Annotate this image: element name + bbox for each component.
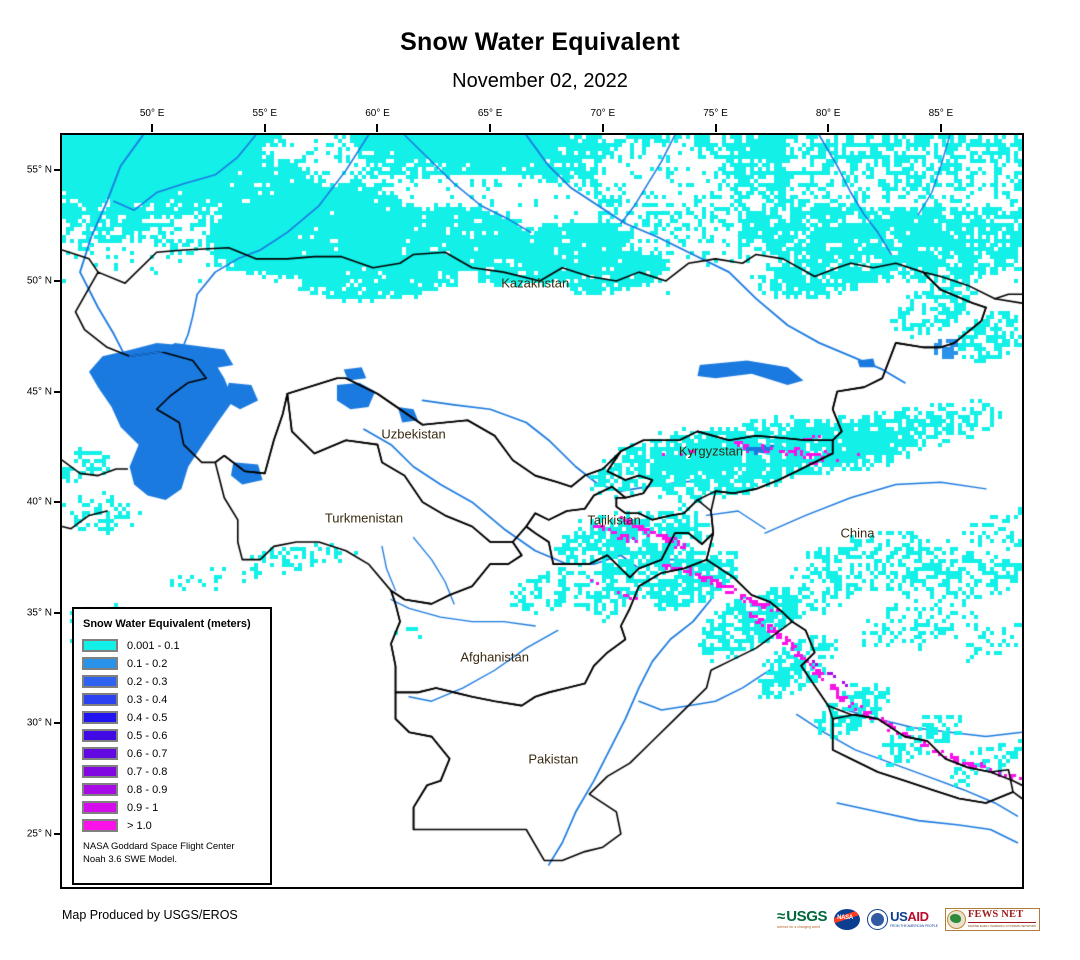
legend-label: 0.2 - 0.3 <box>127 675 168 688</box>
lat-label: 55° N <box>26 164 52 176</box>
legend-swatch <box>82 693 118 706</box>
logo-strip: ≈ USGS science for a changing world NASA… <box>777 906 1040 932</box>
country-label-uzbekistan: Uzbekistan <box>381 426 446 442</box>
lat-tick <box>54 611 62 614</box>
lon-label: 60° E <box>365 108 390 119</box>
lon-label: 55° E <box>252 108 278 119</box>
country-label-tajikistan: Tajikistan <box>587 512 641 528</box>
lon-label: 65° E <box>477 108 503 119</box>
usgs-logo-tagline: science for a changing world <box>776 925 821 929</box>
legend-label: 0.3 - 0.4 <box>127 693 168 706</box>
fews-logo-tagline: FAMINE EARLY WARNING SYSTEMS NETWORK <box>967 923 1036 928</box>
country-label-afghanistan: Afghanistan <box>460 649 530 665</box>
lon-tick <box>151 124 154 132</box>
legend-source: NASA Goddard Space Flight Center Noah 3.… <box>83 841 235 865</box>
legend-label: 0.6 - 0.7 <box>127 747 168 760</box>
footer-credit: Map Produced by USGS/EROS <box>62 908 238 922</box>
lat-tick <box>54 722 62 725</box>
lon-label: 70° E <box>590 108 616 119</box>
map-legend: Snow Water Equivalent (meters) 0.001 - 0… <box>72 607 272 885</box>
lon-tick <box>939 124 942 132</box>
legend-row: 0.4 - 0.5 <box>82 709 262 726</box>
usaid-logo: USAID FROM THE AMERICAN PEOPLE <box>867 907 938 931</box>
lon-tick <box>827 124 830 132</box>
fews-net-logo: FEWS NET FAMINE EARLY WARNING SYSTEMS NE… <box>944 907 1040 931</box>
country-label-kazakhstan: Kazakhstan <box>501 275 570 291</box>
page-subtitle: November 02, 2022 <box>452 70 628 92</box>
legend-swatch <box>82 729 118 742</box>
usaid-logo-tagline: FROM THE AMERICAN PEOPLE <box>890 924 938 928</box>
legend-rows: 0.001 - 0.1 0.1 - 0.2 0.2 - 0.3 0.3 - 0.4 0.… <box>82 637 262 834</box>
legend-swatch <box>82 675 118 688</box>
legend-label: 0.7 - 0.8 <box>127 765 168 778</box>
lat-label: 40° N <box>26 496 52 508</box>
legend-swatch <box>82 783 118 796</box>
usaid-logo-text: USAID <box>890 909 929 924</box>
usaid-seal-icon <box>867 908 889 930</box>
legend-label: > 1.0 <box>127 819 152 832</box>
nasa-logo-text: NASA <box>837 914 853 921</box>
lat-tick <box>54 169 62 172</box>
lat-label: 25° N <box>26 828 52 840</box>
legend-label: 0.9 - 1 <box>127 801 159 814</box>
legend-row: 0.5 - 0.6 <box>82 727 262 744</box>
map-frame[interactable]: Kazakhstan Uzbekistan Turkmenistan Kyrgyzst… <box>60 133 1024 889</box>
usgs-logo: ≈ USGS science for a changing world <box>776 907 828 931</box>
legend-swatch <box>82 711 118 724</box>
lat-label: 50° N <box>26 275 52 287</box>
legend-label: 0.5 - 0.6 <box>127 729 168 742</box>
page-title: Snow Water Equivalent <box>400 28 680 56</box>
legend-swatch <box>82 657 118 670</box>
legend-title: Snow Water Equivalent (meters) <box>83 618 251 630</box>
legend-swatch <box>82 819 118 832</box>
nasa-logo: NASA <box>834 907 861 931</box>
lat-tick <box>54 390 62 393</box>
legend-row: 0.8 - 0.9 <box>82 781 262 798</box>
country-label-pakistan: Pakistan <box>528 751 579 767</box>
lon-tick <box>263 124 266 132</box>
country-label-kyrgyzstan: Kyrgyzstan <box>678 443 744 459</box>
legend-swatch <box>82 639 118 652</box>
lat-tick <box>54 832 62 835</box>
legend-label: 0.1 - 0.2 <box>127 657 168 670</box>
lon-label: 85° E <box>928 108 954 119</box>
lon-tick <box>489 124 492 132</box>
legend-row: 0.3 - 0.4 <box>82 691 262 708</box>
legend-label: 0.4 - 0.5 <box>127 711 168 724</box>
lon-label: 80° E <box>815 108 841 119</box>
lon-tick <box>601 124 604 132</box>
legend-label: 0.001 - 0.1 <box>127 639 180 652</box>
legend-row: 0.001 - 0.1 <box>82 637 262 654</box>
lat-label: 45° N <box>26 386 52 398</box>
legend-swatch <box>82 801 118 814</box>
legend-swatch <box>82 747 118 760</box>
lat-label: 30° N <box>26 717 52 729</box>
lon-label: 50° E <box>139 108 165 119</box>
legend-row: 0.7 - 0.8 <box>82 763 262 780</box>
legend-swatch <box>82 765 118 778</box>
lon-tick <box>376 124 379 132</box>
lon-tick <box>714 124 717 132</box>
lat-label: 35° N <box>26 607 52 619</box>
lat-tick <box>54 279 62 282</box>
legend-row: 0.6 - 0.7 <box>82 745 262 762</box>
legend-row: 0.1 - 0.2 <box>82 655 262 672</box>
country-label-china: China <box>840 525 875 541</box>
legend-label: 0.8 - 0.9 <box>127 783 168 796</box>
legend-row: > 1.0 <box>82 817 262 834</box>
legend-row: 0.2 - 0.3 <box>82 673 262 690</box>
lat-tick <box>54 501 62 504</box>
legend-row: 0.9 - 1 <box>82 799 262 816</box>
usgs-logo-text: USGS <box>786 908 828 925</box>
fews-logo-text: FEWS NET <box>967 910 1036 923</box>
usgs-wave-icon: ≈ <box>776 908 786 925</box>
lon-label: 75° E <box>703 108 728 119</box>
globe-icon <box>946 909 966 929</box>
country-label-turkmenistan: Turkmenistan <box>324 510 404 526</box>
